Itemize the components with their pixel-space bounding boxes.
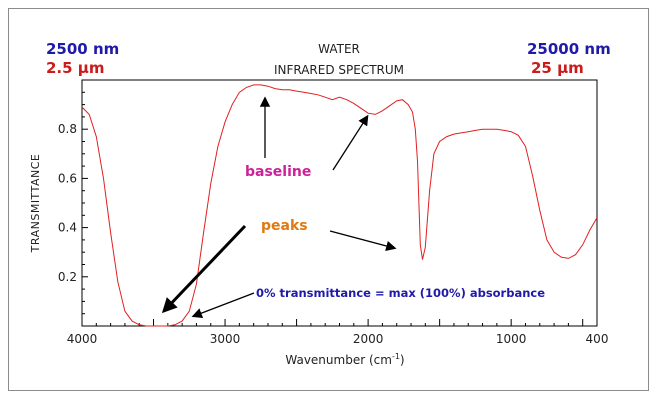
chart-title-line1: WATER — [318, 42, 360, 56]
y-tick-label: 0.6 — [58, 171, 77, 185]
x-tick-label: 3000 — [210, 332, 241, 346]
absorbance-note: 0% transmittance = max (100%) absorbance — [256, 286, 545, 300]
x-tick-label: 4000 — [67, 332, 98, 346]
x-tick-label: 400 — [586, 332, 609, 346]
peaks-label: peaks — [261, 218, 308, 234]
transmittance-curve — [81, 84, 598, 327]
y-tick-label: 0.8 — [58, 122, 77, 136]
right-wavelength-um: 25 µm — [531, 59, 584, 77]
y-axis-label: TRANSMITTANCE — [29, 154, 42, 254]
peaks-arrow-water — [161, 224, 247, 314]
chart-title-line2: INFRARED SPECTRUM — [273, 63, 405, 77]
x-tick-label: 1000 — [496, 332, 527, 346]
y-tick-label: 0.4 — [58, 221, 77, 235]
right-wavelength-nm: 25000 nm — [527, 40, 611, 58]
note-arrow — [191, 292, 255, 319]
figure-frame — [8, 8, 649, 391]
left-wavelength-um: 2.5 µm — [46, 59, 105, 77]
left-wavelength-nm: 2500 nm — [46, 40, 120, 58]
y-tick-label: 0.2 — [58, 270, 77, 284]
x-tick-label: 2000 — [353, 332, 384, 346]
x-axis-label: Wavenumber (cm-1) — [285, 352, 404, 367]
baseline-label: baseline — [245, 164, 311, 180]
baseline-arrow-right — [332, 114, 369, 171]
peaks-arrow-bend — [329, 230, 397, 252]
